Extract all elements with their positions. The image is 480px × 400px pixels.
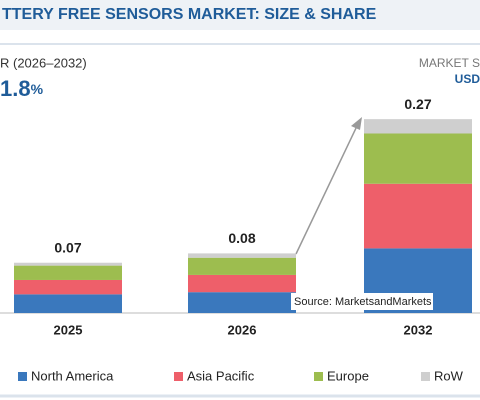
bar-segment	[364, 133, 472, 184]
bar-segment	[14, 265, 122, 280]
bar-segment	[188, 253, 296, 258]
legend-swatch	[18, 372, 27, 381]
market-label: MARKET S	[419, 56, 480, 70]
bar-segment	[364, 183, 472, 249]
bar-segment	[14, 262, 122, 266]
bar-segment	[188, 274, 296, 293]
bar-segment	[188, 257, 296, 275]
category-label: 2032	[404, 322, 433, 337]
title-band	[0, 0, 480, 30]
legend-label: Asia Pacific	[187, 368, 255, 383]
cagr-label: R (2026–2032)	[0, 55, 87, 70]
title: TTERY FREE SENSORS MARKET: SIZE & SHARE	[2, 6, 377, 23]
legend-swatch	[174, 372, 183, 381]
total-label: 0.27	[404, 96, 431, 112]
legend-label: Europe	[327, 368, 369, 383]
category-label: 2026	[228, 322, 257, 337]
source-box	[291, 293, 433, 310]
total-label: 0.08	[228, 230, 255, 246]
legend-label: RoW	[434, 368, 464, 383]
bar-segment	[14, 294, 122, 313]
growth-arrow	[295, 125, 358, 255]
bar-segment	[14, 279, 122, 295]
legend-swatch	[421, 372, 430, 381]
legend-label: North America	[31, 368, 114, 383]
category-label: 2025	[54, 322, 83, 337]
bars	[14, 119, 472, 313]
source: Source: MarketsandMarkets	[294, 296, 432, 308]
bar-segment	[364, 119, 472, 134]
arrow-head	[351, 117, 362, 130]
legend-swatch	[314, 372, 323, 381]
total-label: 0.07	[54, 239, 81, 255]
bar-segment	[188, 292, 296, 313]
market-unit: USD	[455, 72, 480, 86]
cagr-value: 1.8%	[0, 76, 44, 101]
